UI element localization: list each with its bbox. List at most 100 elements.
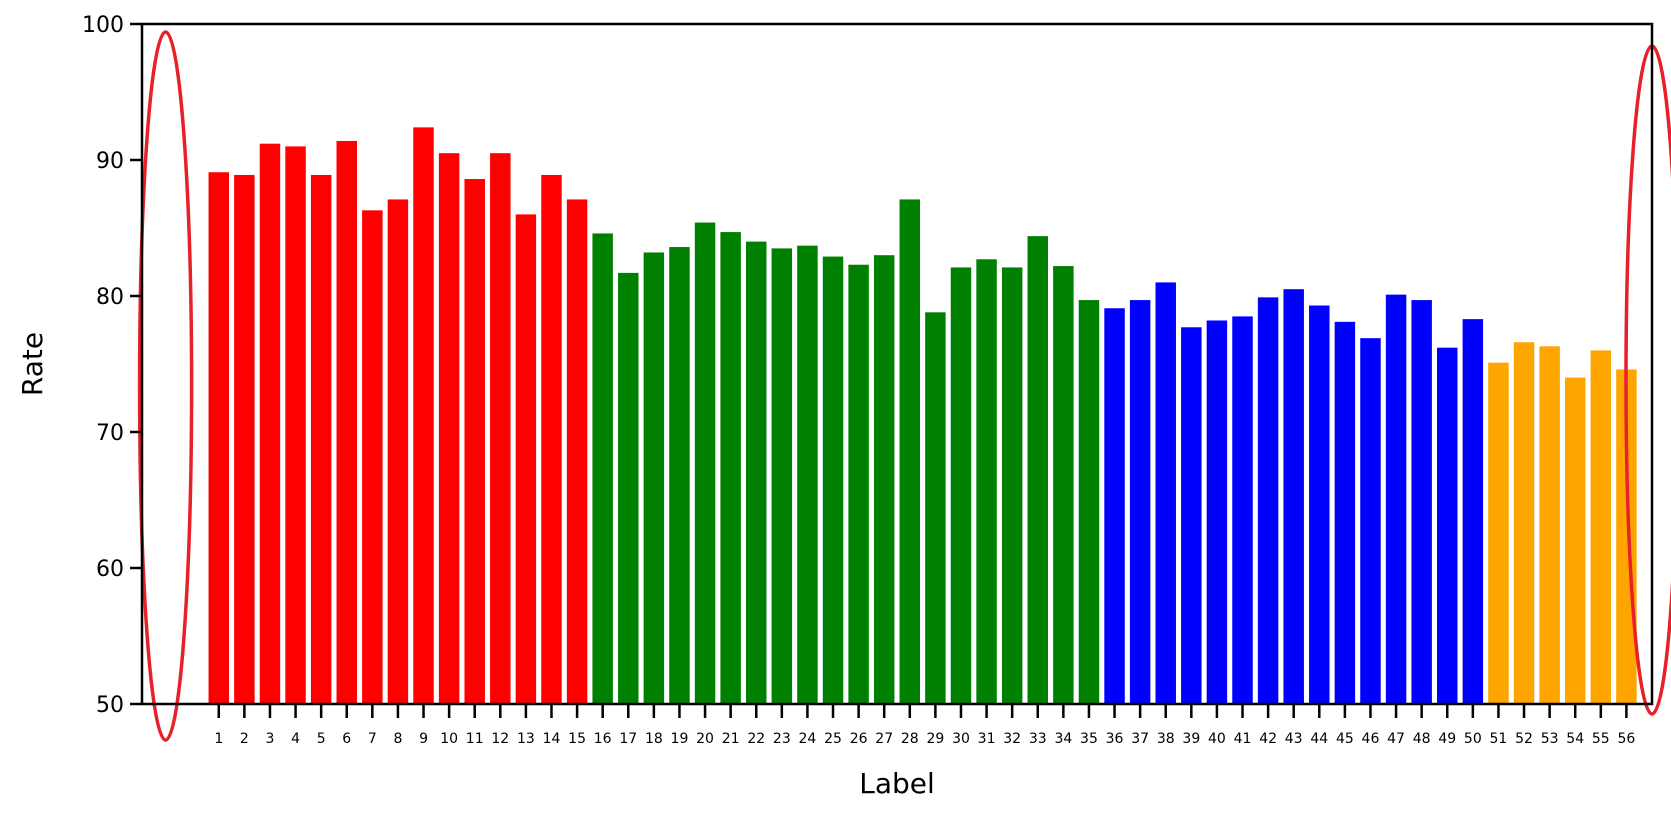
y-axis-title: Rate [16,332,49,396]
bar-36 [1104,308,1125,704]
bar-21 [720,232,741,704]
x-tick-label: 15 [568,731,586,747]
x-tick-label: 24 [799,731,817,747]
x-tick-label: 13 [517,731,535,747]
x-tick-label: 20 [696,731,714,747]
x-tick-label: 17 [619,731,637,747]
x-tick-label: 34 [1054,731,1072,747]
bar-56 [1616,369,1637,704]
bar-18 [643,252,665,705]
x-tick-label: 53 [1541,731,1559,747]
plot-frame [140,22,1654,706]
x-tick-label: 29 [926,731,944,747]
y-tick-label: 50 [96,693,124,718]
bar-44 [1309,305,1330,704]
bar-7 [362,210,383,704]
bar-4 [285,146,306,704]
x-tick-label: 7 [368,731,377,747]
x-tick-label: 11 [466,731,484,747]
x-tick-label: 8 [393,731,402,747]
bar-55 [1590,350,1612,704]
x-axis: 1 2 3 4 5 6 7 8 9 10 11 12 13 14 15 16 17 18 19 20 21 22 23 24 2… [214,704,1635,747]
x-tick-label: 46 [1362,731,1380,747]
x-tick-label: 1 [214,731,223,747]
bars-group [208,127,1637,705]
x-tick-label: 26 [850,731,868,747]
bar-9 [413,127,434,705]
bar-54 [1564,377,1586,704]
bar-48 [1411,300,1432,704]
x-tick-label: 10 [440,731,458,747]
x-tick-label: 48 [1413,731,1431,747]
x-tick-label: 6 [342,731,351,747]
x-tick-label: 28 [901,731,919,747]
bar-20 [694,222,716,704]
x-tick-label: 27 [875,731,893,747]
x-tick-label: 54 [1566,731,1584,747]
x-axis-title: Label [859,767,935,800]
bar-34 [1053,266,1074,704]
bar-47 [1385,294,1407,704]
bar-46 [1360,338,1381,704]
x-tick-label: 50 [1464,731,1482,747]
x-tick-label: 37 [1131,731,1149,747]
x-tick-label: 49 [1438,731,1456,747]
bar-3 [259,143,281,704]
x-tick-label: 14 [543,731,561,747]
x-tick-label: 2 [240,731,249,747]
y-tick-label: 100 [82,13,124,38]
x-tick-label: 5 [317,731,326,747]
x-tick-label: 12 [491,731,509,747]
y-tick-label: 80 [96,285,124,310]
bar-41 [1232,316,1253,704]
x-tick-label: 3 [266,731,275,747]
bar-39 [1181,327,1202,704]
bar-15 [566,199,588,704]
x-tick-label: 18 [645,731,663,747]
left-annotation-ellipse [137,30,194,742]
bar-40 [1206,320,1228,704]
x-tick-label: 39 [1182,731,1200,747]
y-tick-label: 60 [96,557,124,582]
bar-27 [873,255,895,704]
x-tick-label: 4 [291,731,300,747]
bar-30 [950,267,972,704]
x-tick-label: 32 [1003,731,1021,747]
y-tick-label: 70 [96,421,124,446]
bar-26 [848,264,869,704]
x-tick-label: 40 [1208,731,1226,747]
bar-45 [1334,321,1356,704]
bar-16 [592,233,613,704]
bar-19 [669,247,690,705]
bar-28 [899,199,921,704]
x-tick-label: 25 [824,731,842,747]
x-tick-label: 22 [747,731,765,747]
bar-13 [515,214,537,704]
bar-49 [1437,347,1458,704]
y-axis: 50 60 70 80 90 100 [82,13,142,718]
bar-53 [1539,346,1560,704]
bar-50 [1462,319,1484,704]
bar-11 [464,179,485,705]
bar-25 [822,256,844,704]
bar-33 [1027,236,1048,704]
x-tick-label: 41 [1234,731,1252,747]
x-tick-label: 19 [671,731,689,747]
x-tick-label: 36 [1106,731,1124,747]
x-tick-label: 30 [952,731,970,747]
bar-32 [1001,267,1023,704]
x-tick-label: 44 [1310,731,1328,747]
x-tick-label: 45 [1336,731,1354,747]
bar-22 [746,241,767,704]
bar-38 [1155,282,1176,704]
bar-52 [1513,342,1535,704]
bar-29 [925,312,946,704]
bar-2 [234,174,255,704]
x-tick-label: 42 [1259,731,1277,747]
x-tick-label: 47 [1387,731,1405,747]
x-tick-label: 35 [1080,731,1098,747]
x-tick-label: 23 [773,731,791,747]
bar-1 [208,172,230,705]
bar-23 [771,248,793,704]
x-tick-label: 31 [978,731,996,747]
